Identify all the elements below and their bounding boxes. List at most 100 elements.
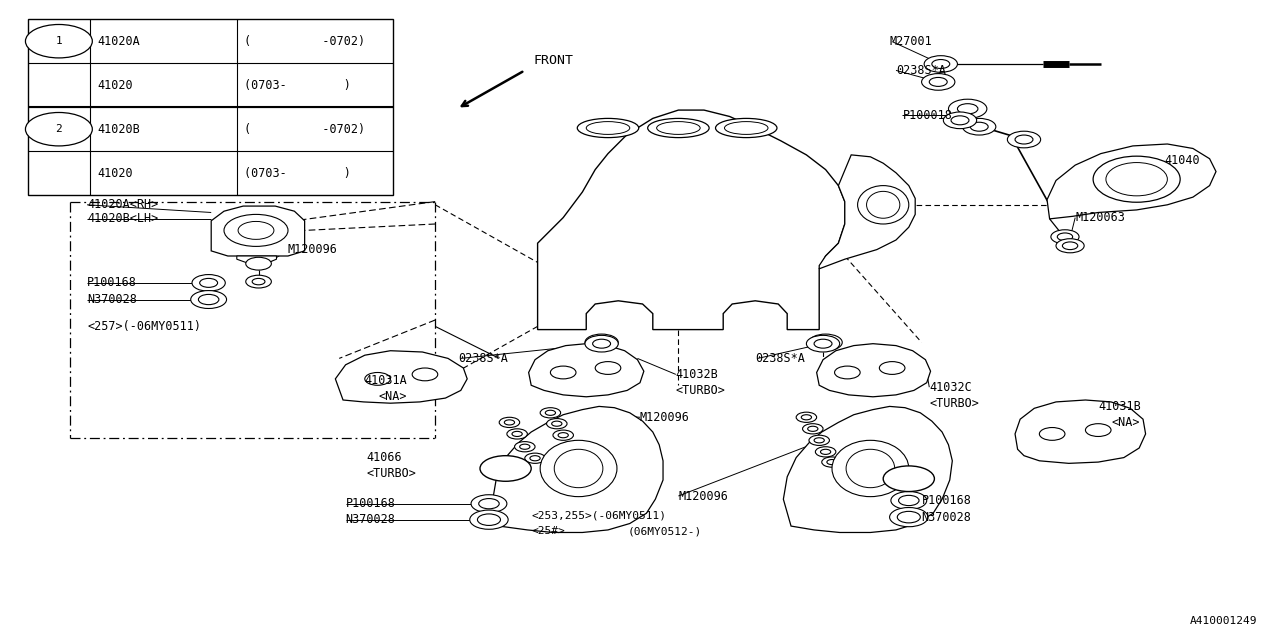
Circle shape [1007,131,1041,148]
Circle shape [412,368,438,381]
Circle shape [585,335,618,352]
Polygon shape [493,406,663,532]
Circle shape [238,221,274,239]
Text: 41020B<LH>: 41020B<LH> [87,212,159,225]
Circle shape [477,514,500,525]
Text: P100018: P100018 [902,109,952,122]
Circle shape [512,431,522,436]
Circle shape [1062,242,1078,250]
Ellipse shape [648,118,709,138]
Circle shape [815,447,836,457]
Ellipse shape [540,440,617,497]
Circle shape [558,433,568,438]
Circle shape [932,60,950,68]
Circle shape [26,113,92,146]
Ellipse shape [586,122,630,134]
Circle shape [552,421,562,426]
Circle shape [573,455,584,460]
Text: N370028: N370028 [922,511,972,524]
Circle shape [585,334,618,351]
Circle shape [929,77,947,86]
Circle shape [822,457,842,467]
Bar [28,19,393,195]
Text: M120096: M120096 [640,411,690,424]
Circle shape [808,426,818,431]
Text: (06MY0512-): (06MY0512-) [627,526,701,536]
Ellipse shape [1106,163,1167,196]
Text: (          -0702): ( -0702) [244,123,366,136]
Text: 41040: 41040 [1165,154,1201,166]
Circle shape [540,408,561,418]
Polygon shape [237,256,276,262]
Circle shape [1056,239,1084,253]
Text: (0703-        ): (0703- ) [244,166,351,180]
Circle shape [525,453,545,463]
Circle shape [479,499,499,509]
Text: 0238S*A: 0238S*A [896,64,946,77]
Circle shape [545,410,556,415]
Circle shape [507,429,527,439]
Text: <NA>: <NA> [379,390,407,403]
Circle shape [568,452,589,463]
Circle shape [550,366,576,379]
Circle shape [827,460,837,465]
Ellipse shape [577,118,639,138]
Ellipse shape [832,440,909,497]
Polygon shape [1047,144,1216,219]
Circle shape [970,122,988,131]
Text: (0703-        ): (0703- ) [244,79,351,92]
Text: 41031B: 41031B [1098,400,1140,413]
Text: 41020: 41020 [97,166,133,180]
Circle shape [796,412,817,422]
Circle shape [957,104,978,114]
Text: 2: 2 [55,124,63,134]
Circle shape [593,338,611,347]
Circle shape [943,112,977,129]
Circle shape [520,444,530,449]
Circle shape [883,466,934,492]
Circle shape [593,339,611,348]
Circle shape [471,495,507,513]
Polygon shape [335,351,467,403]
Circle shape [192,275,225,291]
Circle shape [252,278,265,285]
Ellipse shape [858,186,909,224]
Circle shape [470,510,508,529]
Text: <TURBO>: <TURBO> [929,397,979,410]
Ellipse shape [1093,156,1180,202]
Text: 2: 2 [905,474,913,484]
Circle shape [897,511,920,523]
Circle shape [480,456,531,481]
Circle shape [1057,233,1073,241]
Circle shape [924,56,957,72]
Text: 41020A<RH>: 41020A<RH> [87,198,159,211]
Text: 41031A: 41031A [365,374,407,387]
Circle shape [817,338,835,347]
Circle shape [835,366,860,379]
Text: FRONT: FRONT [534,54,573,67]
Text: <257>(-06MY0511): <257>(-06MY0511) [87,320,201,333]
Circle shape [246,275,271,288]
Circle shape [365,372,390,385]
Text: 41020A: 41020A [97,35,140,48]
Circle shape [200,278,218,287]
Circle shape [948,99,987,118]
Circle shape [553,430,573,440]
Circle shape [809,435,829,445]
Ellipse shape [724,122,768,134]
Text: 41032B: 41032B [676,368,718,381]
Text: 1: 1 [502,463,509,474]
Circle shape [1085,424,1111,436]
Text: N370028: N370028 [87,293,137,306]
Circle shape [814,339,832,348]
Circle shape [820,449,831,454]
Circle shape [922,74,955,90]
Text: N370028: N370028 [346,513,396,526]
Circle shape [26,24,92,58]
Text: <TURBO>: <TURBO> [366,467,416,480]
Text: P100168: P100168 [87,276,137,289]
Circle shape [814,438,824,443]
Ellipse shape [657,122,700,134]
Circle shape [951,116,969,125]
Text: M27001: M27001 [890,35,932,48]
